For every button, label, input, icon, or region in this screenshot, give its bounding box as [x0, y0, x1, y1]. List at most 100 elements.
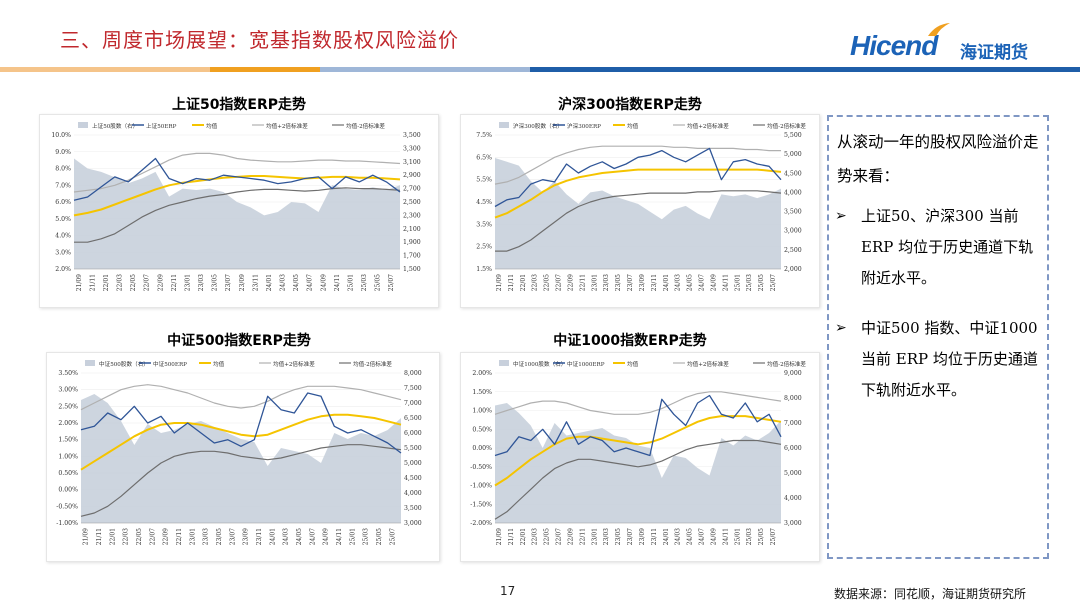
- y-right-tick-label: 3,500: [784, 209, 802, 216]
- x-tick-label: 22/01: [520, 528, 527, 545]
- y-right-tick-label: 4,500: [404, 475, 422, 482]
- y-right-tick-label: 3,000: [404, 520, 422, 527]
- x-tick-label: 21/09: [76, 274, 83, 291]
- y-left-tick-label: 2.00%: [472, 370, 492, 377]
- y-right-tick-label: 7,000: [784, 420, 802, 427]
- series-mean: [80, 413, 402, 471]
- y-left-tick-label: 4.5%: [476, 199, 492, 206]
- series-mean: [494, 168, 782, 219]
- x-tick-label: 23/05: [212, 274, 219, 291]
- x-tick-label: 22/05: [544, 528, 551, 545]
- y-left-tick-label: 3.0%: [55, 249, 71, 256]
- x-tick-label: 25/05: [758, 528, 765, 545]
- y-right-tick-label: 9,000: [784, 370, 802, 377]
- x-tick-label: 22/07: [144, 274, 151, 291]
- y-left-tick-label: 4.0%: [55, 233, 71, 240]
- legend-label: 均值-2倍标准差: [767, 122, 806, 130]
- y-right-tick-label: 4,000: [404, 490, 422, 497]
- y-left-tick-label: 3.5%: [476, 221, 492, 228]
- y-right-tick-label: 2,700: [403, 186, 421, 193]
- x-tick-label: 23/03: [198, 274, 205, 291]
- chart-zz500: 中证500股数（右） 中证500ERP 均值 均值+2倍标准差 均值-2倍标准差 -1.0…: [56, 360, 422, 545]
- x-tick-label: 24/09: [320, 274, 327, 291]
- series-erp: [73, 157, 401, 201]
- y-left-tick-label: 1.00%: [472, 408, 492, 415]
- x-tick-label: 23/03: [603, 274, 610, 291]
- commentary-intro: 从滚动一年的股权风险溢价走势来看：: [837, 133, 1039, 185]
- x-tick-label: 23/05: [216, 528, 223, 545]
- x-tick-label: 24/07: [307, 274, 314, 291]
- x-tick-label: 24/03: [280, 274, 287, 291]
- y-right-tick-label: 3,000: [784, 520, 802, 527]
- x-tick-label: 23/07: [229, 528, 236, 545]
- header-band-blue: [530, 67, 1080, 72]
- x-tick-label: 23/09: [243, 528, 250, 545]
- x-tick-label: 24/05: [296, 528, 303, 545]
- x-tick-label: 22/05: [130, 274, 137, 291]
- legend-label: 均值-2倍标准差: [353, 360, 392, 368]
- series-erp: [494, 147, 782, 208]
- x-tick-label: 25/03: [746, 274, 753, 291]
- x-tick-label: 23/07: [627, 528, 634, 545]
- x-tick-label: 24/09: [323, 528, 330, 545]
- series-index-area: [495, 157, 781, 269]
- legend-label: 沪深300ERP: [567, 122, 601, 130]
- y-right-tick-label: 5,000: [784, 151, 802, 158]
- y-left-tick-label: 0.50%: [472, 426, 492, 433]
- y-right-tick-label: 7,000: [404, 400, 422, 407]
- y-right-tick-label: 2,100: [403, 226, 421, 233]
- y-right-tick-label: 2,900: [403, 172, 421, 179]
- y-left-tick-label: 1.5%: [476, 266, 492, 273]
- x-tick-label: 25/01: [734, 528, 741, 545]
- x-tick-label: 23/05: [615, 274, 622, 291]
- x-tick-label: 23/01: [184, 274, 191, 291]
- x-tick-label: 24/07: [699, 274, 706, 291]
- x-tick-label: 23/01: [591, 528, 598, 545]
- legend-label: 均值+2倍标准差: [266, 122, 308, 130]
- legend-label: 均值: [213, 360, 225, 368]
- y-right-tick-label: 6,000: [784, 445, 802, 452]
- x-tick-label: 24/01: [269, 528, 276, 545]
- x-tick-label: 25/07: [770, 528, 777, 545]
- legend-label: 均值+2倍标准差: [273, 360, 315, 368]
- legend-label: 均值-2倍标准差: [346, 122, 385, 130]
- logo-chinese-name: 海证期货: [960, 43, 1028, 63]
- y-left-tick-label: 7.5%: [476, 132, 492, 139]
- legend-swatch: [85, 360, 95, 366]
- y-left-tick-label: 3.50%: [58, 370, 78, 377]
- x-tick-label: 23/11: [651, 528, 658, 545]
- legend-label: 均值: [206, 122, 218, 130]
- commentary-box: 从滚动一年的股权风险溢价走势来看： ➢ 上证50、沪深300 当前ERP 均位于…: [827, 115, 1049, 559]
- chart-legend: 中证1000股数（右） 中证1000ERP 均值 均值+2倍标准差 均值-2倍标准差: [499, 360, 806, 368]
- x-tick-label: 23/07: [225, 274, 232, 291]
- chart-title-sz50: 上证50指数ERP走势: [171, 97, 307, 113]
- x-tick-label: 25/07: [389, 528, 396, 545]
- x-tick-label: 24/07: [699, 528, 706, 545]
- x-tick-label: 21/09: [496, 274, 503, 291]
- y-left-tick-label: 5.5%: [476, 177, 492, 184]
- chart-panel-hs300: 沪深300股数（右） 沪深300ERP 均值 均值+2倍标准差 均值-2倍标准差 1.5%…: [460, 114, 820, 308]
- x-tick-label: 21/11: [508, 528, 515, 545]
- series-index-area: [81, 394, 401, 523]
- legend-label: 中证1000ERP: [567, 360, 605, 368]
- y-left-tick-label: 1.00%: [58, 453, 78, 460]
- y-right-tick-label: 1,900: [403, 239, 421, 246]
- x-tick-label: 23/11: [252, 274, 259, 291]
- y-left-tick-label: 2.00%: [58, 420, 78, 427]
- x-tick-label: 22/03: [123, 528, 130, 545]
- series-lower-band: [494, 439, 782, 520]
- x-tick-label: 25/05: [376, 528, 383, 545]
- bullet-arrow-icon: ➢: [835, 320, 847, 336]
- chart-title-zz500: 中证500指数ERP走势: [167, 333, 311, 349]
- x-tick-label: 22/11: [579, 274, 586, 291]
- chart-panel-zz500: 中证500股数（右） 中证500ERP 均值 均值+2倍标准差 均值-2倍标准差 -1.0…: [46, 352, 440, 562]
- x-tick-label: 24/05: [293, 274, 300, 291]
- page-number: 17: [500, 584, 516, 598]
- y-right-tick-label: 4,500: [784, 170, 802, 177]
- bullet-text: 上证50、沪深300 当前ERP 均位于历史通道下轨附近水平。: [861, 207, 1034, 287]
- x-tick-label: 24/09: [710, 528, 717, 545]
- x-tick-label: 23/01: [591, 274, 598, 291]
- x-tick-label: 22/09: [157, 274, 164, 291]
- y-left-tick-label: -2.00%: [470, 520, 492, 527]
- commentary-bullet-2: ➢ 中证500 指数、中证1000当前 ERP 均位于历史通道下轨附近水平。: [835, 313, 1043, 406]
